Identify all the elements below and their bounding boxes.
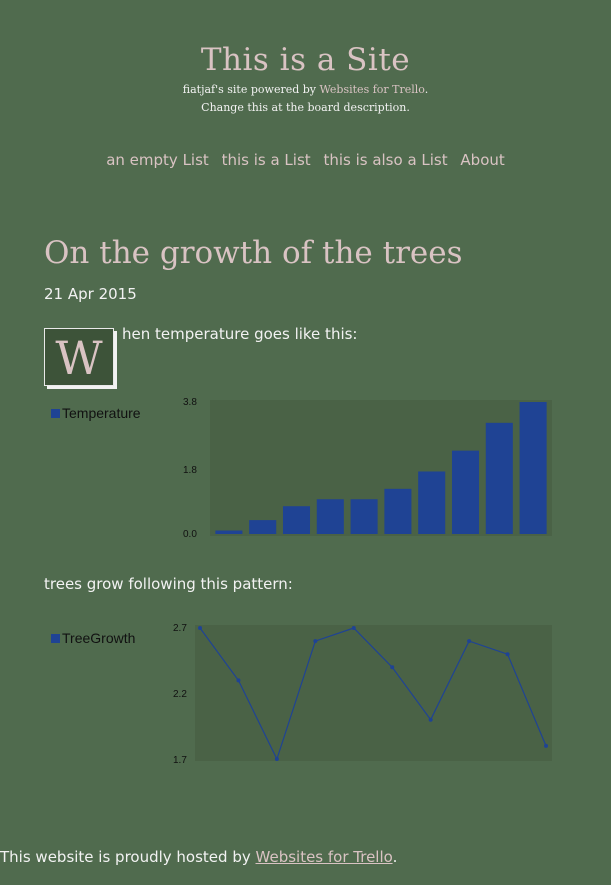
bar bbox=[350, 499, 378, 534]
tagline-line2: Change this at the board description. bbox=[201, 101, 410, 114]
plot-area bbox=[195, 625, 552, 761]
bar bbox=[215, 530, 243, 534]
footer-link[interactable]: Websites for Trello bbox=[255, 848, 393, 866]
bar bbox=[418, 471, 446, 534]
nav-item-this-is-also-a-list[interactable]: this is also a List bbox=[323, 151, 448, 169]
data-point bbox=[198, 626, 202, 630]
temperature-chart: 3.8 1.8 0.0 bbox=[183, 397, 552, 540]
post-date: 21 Apr 2015 bbox=[44, 285, 137, 303]
tagline-suffix: . bbox=[424, 83, 429, 96]
data-point bbox=[467, 639, 472, 644]
dropcap: W bbox=[44, 328, 114, 386]
legend-label: TreeGrowth bbox=[62, 630, 136, 646]
post-paragraph-2: trees grow following this pattern: bbox=[44, 575, 293, 593]
nav-item-empty-list[interactable]: an empty List bbox=[106, 151, 209, 169]
data-point bbox=[313, 639, 318, 644]
treegrowth-chart: 2.7 2.2 1.7 bbox=[173, 623, 552, 766]
footer-suffix: . bbox=[392, 848, 398, 866]
nav-bar: an empty List this is a List this is als… bbox=[0, 151, 611, 169]
data-point bbox=[351, 626, 356, 630]
post-paragraph-1: hen temperature goes like this: bbox=[122, 325, 358, 343]
legend-label: Temperature bbox=[62, 405, 141, 421]
y-tick-label: 1.8 bbox=[183, 465, 197, 476]
tagline-prefix: fiatjaf's site powered by bbox=[182, 83, 317, 96]
nav-item-this-is-a-list[interactable]: this is a List bbox=[221, 151, 311, 169]
data-point bbox=[390, 665, 395, 670]
treegrowth-legend: TreeGrowth bbox=[51, 630, 135, 646]
site-title: This is a Site bbox=[200, 42, 411, 78]
bar bbox=[451, 450, 480, 534]
bar bbox=[316, 499, 344, 534]
series-line bbox=[199, 627, 547, 761]
nav-item-about[interactable]: About bbox=[460, 151, 505, 169]
legend-swatch bbox=[51, 634, 60, 643]
data-point bbox=[274, 757, 279, 761]
y-tick-label: 2.2 bbox=[173, 689, 187, 700]
bar bbox=[485, 422, 513, 534]
site-tagline: fiatjaf's site powered by Websites for T… bbox=[0, 81, 611, 117]
data-point bbox=[236, 678, 241, 683]
data-point bbox=[428, 717, 433, 722]
bar bbox=[384, 488, 412, 534]
y-tick-label: 3.8 bbox=[183, 397, 197, 408]
data-point bbox=[544, 743, 548, 748]
temperature-legend: Temperature bbox=[51, 405, 141, 421]
bar bbox=[282, 506, 311, 534]
data-point bbox=[505, 652, 510, 657]
footer-prefix: This website is proudly hosted by bbox=[0, 848, 251, 866]
post-title: On the growth of the trees bbox=[44, 235, 463, 271]
footer: This website is proudly hosted by Websit… bbox=[0, 848, 397, 866]
tagline-link[interactable]: Websites for Trello bbox=[319, 83, 425, 96]
y-tick-label: 2.7 bbox=[173, 623, 187, 634]
y-tick-label: 0.0 bbox=[183, 529, 197, 540]
y-tick-label: 1.7 bbox=[173, 755, 187, 766]
legend-swatch bbox=[51, 409, 60, 418]
bar bbox=[519, 402, 547, 534]
bar bbox=[249, 520, 277, 534]
